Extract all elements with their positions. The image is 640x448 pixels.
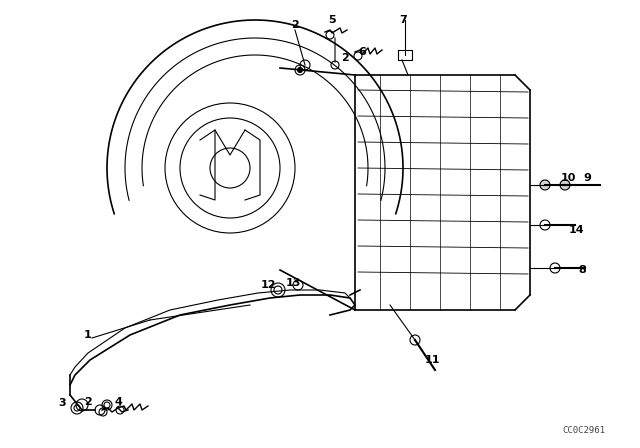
Text: 5: 5 [328,15,336,25]
Text: CC0C2961: CC0C2961 [562,426,605,435]
Text: 1: 1 [84,330,92,340]
Text: 2: 2 [84,397,92,407]
Text: 2: 2 [341,53,349,63]
Circle shape [560,180,570,190]
Text: 7: 7 [399,15,407,25]
Text: 12: 12 [260,280,276,290]
Text: 3: 3 [58,398,66,408]
Text: 4: 4 [114,397,122,407]
Text: 6: 6 [358,47,366,57]
Text: 2: 2 [291,20,299,30]
Circle shape [540,180,550,190]
Text: 13: 13 [285,278,301,288]
Text: 14: 14 [569,225,585,235]
Text: 11: 11 [424,355,440,365]
Text: 10: 10 [560,173,576,183]
Text: 9: 9 [583,173,591,183]
Text: 8: 8 [578,265,586,275]
Circle shape [298,68,303,73]
